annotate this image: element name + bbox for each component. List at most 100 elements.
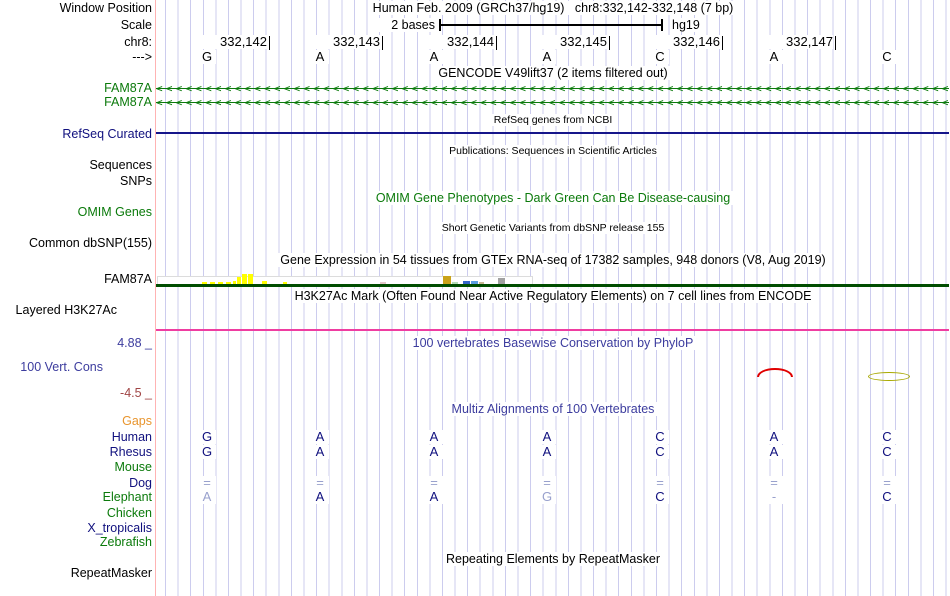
gtex-gene-model-line[interactable] [156,284,949,287]
gene-intron-line [156,102,949,103]
gtex-bar[interactable] [463,281,470,284]
gene-strand-arrows[interactable]: <<<<<<<<<<<<<<<<<<<<<<<<<<<<<<<<<<<<<<<<… [156,82,949,95]
alignment-base[interactable]: G [198,445,216,459]
gtex-bar[interactable] [233,281,236,284]
publications-track-title[interactable]: Publications: Sequences in Scientific Ar… [156,145,950,157]
coordinate-label[interactable]: 332,142 [197,35,267,49]
species-label-xtropicalis[interactable]: X_tropicalis [87,521,152,535]
species-label-dog[interactable]: Dog [129,476,152,490]
conservation-max-value: 4.88 _ [117,336,152,350]
gtex-bar[interactable] [283,282,287,284]
gtex-bar[interactable] [471,281,478,284]
gene-label-fam87a-1[interactable]: FAM87A [104,81,152,95]
refseq-gene-line[interactable] [156,132,949,134]
alignment-base[interactable]: A [765,430,783,444]
phylop-track-title[interactable]: 100 vertebrates Basewise Conservation by… [156,336,950,350]
alignment-base[interactable]: C [878,445,896,459]
coordinate-label[interactable]: 332,144 [424,35,494,49]
conservation-lens-shape[interactable] [868,372,910,381]
coordinate-label[interactable]: 332,147 [763,35,833,49]
reference-base: A [538,50,556,64]
h3k27ac-signal-line[interactable] [156,329,949,331]
alignment-base[interactable]: G [198,430,216,444]
dbsnp-track-title[interactable]: Short Genetic Variants from dbSNP releas… [156,222,950,234]
gtex-track-title[interactable]: Gene Expression in 54 tissues from GTEx … [156,253,950,267]
coordinate-label[interactable]: 332,146 [650,35,720,49]
alignment-base[interactable]: = [538,476,556,490]
gaps-row-label[interactable]: Gaps [122,414,152,428]
label-area-separator [155,0,156,596]
alignment-base[interactable]: A [198,490,216,504]
alignment-base[interactable]: = [425,476,443,490]
gtex-bar[interactable] [210,282,215,284]
alignment-base[interactable]: A [538,445,556,459]
coordinate-label[interactable]: 332,145 [537,35,607,49]
gene-strand-arrows[interactable]: <<<<<<<<<<<<<<<<<<<<<<<<<<<<<<<<<<<<<<<<… [156,96,949,109]
alignment-base[interactable]: A [425,430,443,444]
alignment-base[interactable]: A [311,445,329,459]
reference-base: C [878,50,896,64]
species-label-rhesus[interactable]: Rhesus [109,445,152,459]
layered-h3k27ac-label[interactable]: Layered H3K27Ac [15,303,117,317]
alignment-base[interactable]: G [538,490,556,504]
alignment-base[interactable]: C [878,430,896,444]
common-dbsnp-label[interactable]: Common dbSNP(155) [29,236,152,250]
refseq-curated-label[interactable]: RefSeq Curated [62,127,152,141]
alignment-base[interactable]: C [651,430,669,444]
species-label-human[interactable]: Human [111,430,152,444]
gene-label-fam87a-2[interactable]: FAM87A [104,95,152,109]
alignment-base[interactable]: = [878,476,896,490]
alignment-base[interactable]: = [651,476,669,490]
alignment-base[interactable]: C [878,490,896,504]
snps-label[interactable]: SNPs [120,174,152,188]
gtex-bar[interactable] [202,282,207,284]
gtex-gene-label[interactable]: FAM87A [104,272,152,286]
gtex-bar[interactable] [498,278,505,284]
species-label-chicken[interactable]: Chicken [106,506,152,520]
coordinate-label[interactable]: 332,143 [310,35,380,49]
species-label-elephant[interactable]: Elephant [102,490,152,504]
repeatmasker-track-title[interactable]: Repeating Elements by RepeatMasker [156,552,950,566]
gtex-bar[interactable] [380,282,386,284]
species-label-mouse[interactable]: Mouse [114,460,152,474]
gencode-track-title[interactable]: GENCODE V49lift37 (2 items filtered out) [156,66,950,80]
alignment-base[interactable]: = [765,476,783,490]
alignment-base[interactable]: A [311,430,329,444]
chromosome-label: chr8: [124,35,152,49]
omim-track-title[interactable]: OMIM Gene Phenotypes - Dark Green Can Be… [156,191,950,205]
reference-base: G [198,50,216,64]
omim-genes-label[interactable]: OMIM Genes [77,205,152,219]
gtex-bar[interactable] [452,282,458,284]
repeatmasker-label[interactable]: RepeatMasker [70,566,152,580]
species-label-zebrafish[interactable]: Zebrafish [99,535,152,549]
scale-bar-right-tick [661,19,663,31]
alignment-base[interactable]: = [198,476,216,490]
sequences-label[interactable]: Sequences [89,158,152,172]
alignment-base[interactable]: C [651,490,669,504]
reference-base: A [425,50,443,64]
alignment-base[interactable]: A [425,490,443,504]
gtex-bar[interactable] [218,282,223,284]
reference-base: C [651,50,669,64]
gtex-bar[interactable] [237,277,241,284]
gtex-bar[interactable] [479,282,484,284]
scale-bar [440,24,662,26]
alignment-base[interactable]: A [765,445,783,459]
alignment-base[interactable]: C [651,445,669,459]
gtex-bar[interactable] [262,281,267,284]
alignment-base[interactable]: A [425,445,443,459]
refseq-track-title[interactable]: RefSeq genes from NCBI [156,114,950,126]
gtex-bar[interactable] [242,274,247,284]
gtex-bar[interactable] [248,274,253,284]
alignment-base[interactable]: A [538,430,556,444]
gtex-bar[interactable] [226,282,231,284]
vert-cons-label[interactable]: 100 Vert. Cons [20,360,103,374]
h3k27ac-track-title[interactable]: H3K27Ac Mark (Often Found Near Active Re… [156,289,950,303]
reference-base: A [311,50,329,64]
multiz-track-title[interactable]: Multiz Alignments of 100 Vertebrates [156,402,950,416]
gtex-bar[interactable] [443,276,451,284]
alignment-base[interactable]: = [311,476,329,490]
alignment-base[interactable]: A [311,490,329,504]
alignment-base[interactable]: - [765,490,783,504]
